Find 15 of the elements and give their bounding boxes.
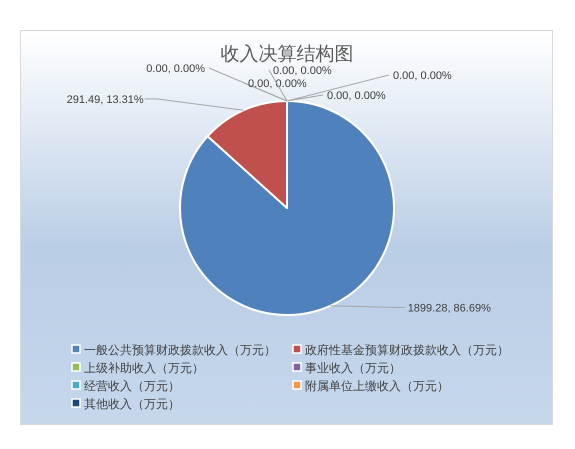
legend-label: 事业收入（万元） bbox=[305, 361, 401, 375]
chart-title: 收入决算结构图 bbox=[220, 44, 354, 65]
text: 0.00, 0.00% bbox=[273, 65, 332, 77]
legend-label: 其他收入（万元） bbox=[84, 397, 180, 411]
text: 0.00, 0.00% bbox=[393, 70, 452, 82]
text: 0.00, 0.00% bbox=[248, 78, 307, 90]
legend-label: 政府性基金预算财政拨款收入（万元） bbox=[305, 343, 509, 357]
legend-label: 附属单位上缴收入（万元） bbox=[305, 379, 449, 393]
legend-label: 一般公共预算财政拨款收入（万元） bbox=[84, 343, 276, 357]
data-label: 1899.28, 86.69% bbox=[408, 302, 492, 315]
legend-label: 经营收入（万元） bbox=[84, 379, 180, 393]
text: 0.00, 0.00% bbox=[327, 90, 386, 102]
data-label: 291.49, 13.31% bbox=[66, 94, 144, 106]
legend-label: 上级补助收入（万元） bbox=[84, 361, 204, 375]
text: 0.00, 0.00% bbox=[146, 63, 205, 75]
